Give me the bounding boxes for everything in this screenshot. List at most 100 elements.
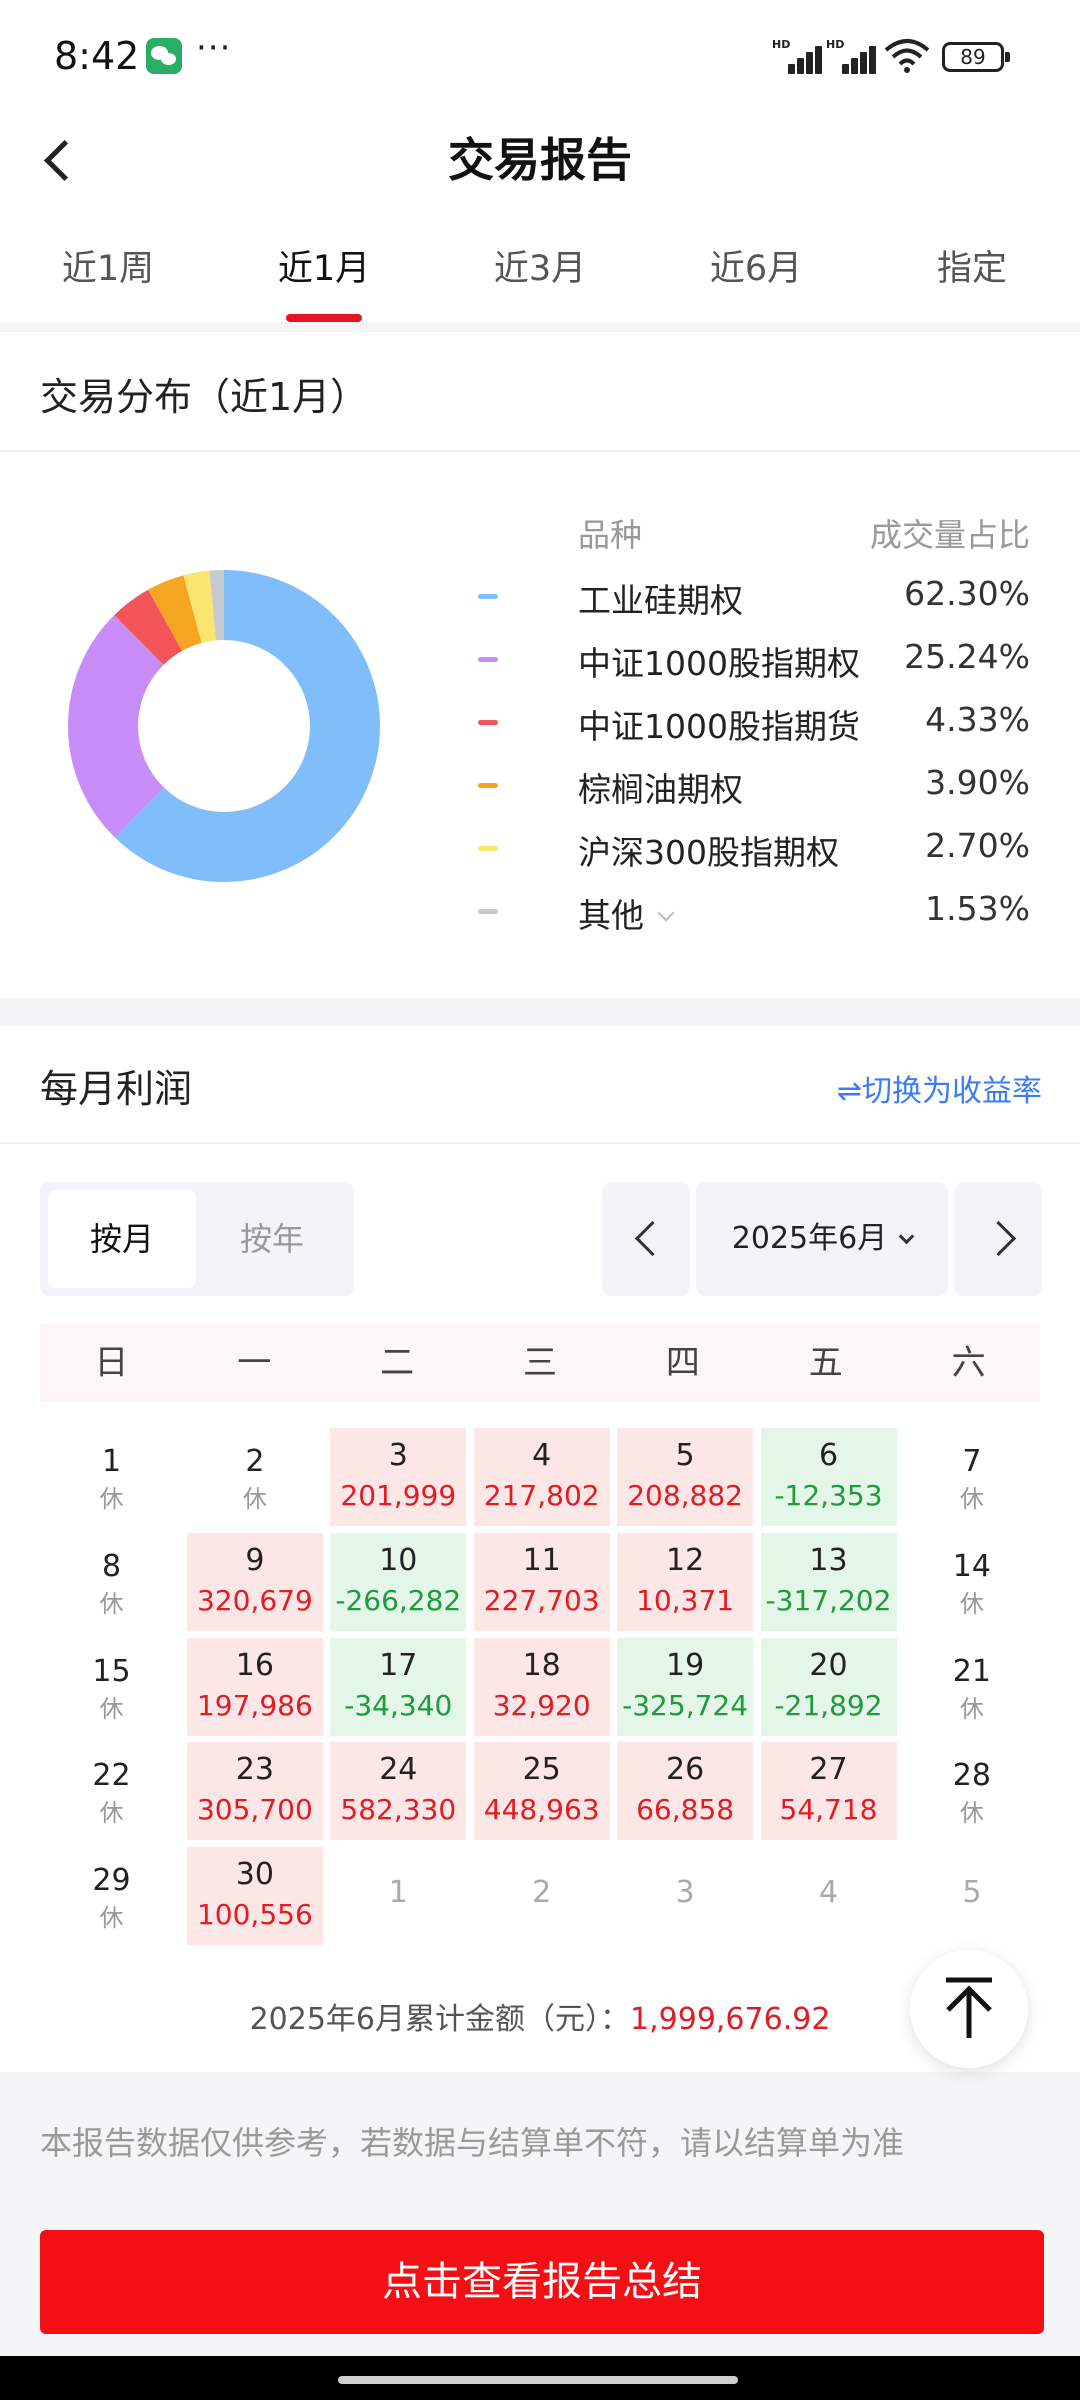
day-number: 20 bbox=[809, 1647, 848, 1683]
rest-day-label: 休 bbox=[959, 1694, 984, 1723]
donut-slice-5 bbox=[68, 570, 380, 882]
day-number: 19 bbox=[666, 1647, 705, 1683]
calendar-day[interactable]: 12 10,371 bbox=[617, 1532, 754, 1631]
calendar-day[interactable]: 3 201,999 bbox=[330, 1428, 467, 1526]
period-segment-control: 按月 按年 bbox=[40, 1182, 354, 1296]
calendar-day[interactable]: 23 305,700 bbox=[186, 1742, 323, 1841]
calendar-day[interactable]: 17 -34,340 bbox=[330, 1637, 467, 1736]
calendar-day[interactable]: 22 休 bbox=[44, 1742, 180, 1840]
previous-month-button[interactable] bbox=[602, 1182, 690, 1296]
tab-2[interactable]: 近3月 bbox=[493, 249, 587, 289]
legend-swatch bbox=[478, 657, 498, 662]
next-month-button[interactable] bbox=[954, 1182, 1042, 1296]
rest-day-label: 休 bbox=[99, 1589, 124, 1618]
calendar-day[interactable]: 30 100,556 bbox=[186, 1847, 323, 1946]
calendar-day[interactable]: 10 -266,282 bbox=[330, 1532, 467, 1631]
calendar-day[interactable]: 15 休 bbox=[44, 1638, 180, 1736]
day-number: 8 bbox=[101, 1548, 122, 1584]
segment-by-month[interactable]: 按月 bbox=[48, 1190, 196, 1288]
calendar-day[interactable]: 9 320,679 bbox=[186, 1532, 323, 1631]
rest-day-label: 休 bbox=[959, 1485, 984, 1513]
calendar-day[interactable]: 29 休 bbox=[44, 1847, 180, 1945]
legend-name-text: 棕榈油期权 bbox=[578, 770, 743, 809]
day-number: 17 bbox=[379, 1647, 418, 1683]
day-number: 1 bbox=[101, 1444, 122, 1479]
tab-0[interactable]: 近1周 bbox=[61, 249, 155, 289]
calendar-day[interactable]: 14 休 bbox=[904, 1533, 1040, 1631]
calendar-day[interactable]: 18 32,920 bbox=[473, 1637, 610, 1736]
calendar-day[interactable]: 11 227,703 bbox=[473, 1532, 610, 1631]
calendar-day[interactable]: 27 54,718 bbox=[760, 1742, 897, 1841]
day-number: 15 bbox=[92, 1653, 131, 1689]
tab-3[interactable]: 近6月 bbox=[709, 249, 803, 289]
segment-by-year[interactable]: 按年 bbox=[239, 1220, 304, 1258]
month-label: 2025年6月 bbox=[731, 1221, 888, 1256]
legend-swatch bbox=[478, 594, 498, 599]
signal-icon: HD bbox=[772, 38, 822, 74]
month-selector[interactable]: 2025年6月 bbox=[696, 1182, 948, 1296]
legend-row: 工业硅期权 62.30% bbox=[470, 574, 1030, 637]
day-number: 27 bbox=[809, 1752, 848, 1788]
legend-header: 品种 成交量占比 bbox=[470, 510, 1030, 574]
legend-row: 中证1000股指期货 4.33% bbox=[470, 700, 1030, 763]
total-amount: 1,999,676.92 bbox=[630, 2002, 831, 2037]
day-number: 4 bbox=[532, 1438, 552, 1473]
legend-row: 中证1000股指期权 25.24% bbox=[470, 637, 1030, 700]
day-profit: -325,724 bbox=[622, 1688, 749, 1722]
day-profit: -34,340 bbox=[344, 1688, 453, 1722]
day-number: 4 bbox=[818, 1875, 839, 1911]
weekday-label: 六 bbox=[951, 1343, 986, 1383]
switch-to-return-rate-link[interactable]: ⇌切换为收益率 bbox=[836, 1074, 1042, 1109]
calendar-day[interactable]: 24 582,330 bbox=[330, 1742, 467, 1841]
day-number: 12 bbox=[666, 1542, 705, 1578]
home-gesture-handle[interactable] bbox=[338, 2376, 738, 2384]
monthly-total: 2025年6月累计金额（元）：1,999,676.92 bbox=[0, 1994, 1080, 2038]
legend-row: 棕榈油期权 3.90% bbox=[470, 763, 1030, 826]
calendar-day[interactable]: 19 -325,724 bbox=[617, 1637, 754, 1736]
legend-name-text: 中证1000股指期货 bbox=[578, 707, 860, 746]
calendar-day[interactable]: 5 208,882 bbox=[617, 1428, 754, 1526]
legend-row[interactable]: 其他 1.53% bbox=[470, 889, 1030, 952]
calendar-day[interactable]: 21 休 bbox=[904, 1638, 1040, 1736]
distribution-legend: 品种 成交量占比 工业硅期权 62.30% 中证1000股指期权 25.24% 中证10… bbox=[470, 510, 1030, 952]
period-tabs: 近1周 近1月 近3月 近6月 指定 bbox=[0, 210, 1080, 322]
calendar-day[interactable]: 28 休 bbox=[904, 1742, 1040, 1840]
tab-1[interactable]: 近1月 bbox=[216, 210, 432, 322]
day-profit: 54,718 bbox=[779, 1793, 878, 1827]
back-to-top-button[interactable] bbox=[910, 1950, 1028, 2068]
calendar-day[interactable]: 26 66,858 bbox=[617, 1742, 754, 1841]
calendar-day[interactable]: 6 -12,353 bbox=[760, 1428, 897, 1526]
legend-swatch bbox=[478, 909, 498, 914]
legend-name-text: 中证1000股指期权 bbox=[578, 644, 860, 683]
day-profit: -317,202 bbox=[765, 1583, 892, 1617]
calendar-day: 1 bbox=[330, 1847, 466, 1945]
day-profit: -21,892 bbox=[774, 1688, 883, 1722]
calendar-day[interactable]: 20 -21,892 bbox=[760, 1637, 897, 1736]
day-profit: 320,679 bbox=[196, 1583, 313, 1617]
legend-row: 沪深300股指期权 2.70% bbox=[470, 826, 1030, 889]
calendar-day[interactable]: 25 448,963 bbox=[473, 1742, 610, 1841]
signal-icon: HD bbox=[826, 38, 876, 74]
calendar-day: 3 bbox=[617, 1847, 753, 1945]
divider bbox=[0, 450, 1080, 452]
calendar-day[interactable]: 13 -317,202 bbox=[760, 1532, 897, 1631]
calendar-day[interactable]: 4 217,802 bbox=[473, 1428, 610, 1526]
legend-name: 棕榈油期权 bbox=[578, 763, 743, 811]
app-header: 交易报告 bbox=[0, 110, 1080, 210]
calendar-day: 5 bbox=[904, 1847, 1040, 1945]
day-number: 23 bbox=[235, 1752, 274, 1788]
tab-4[interactable]: 指定 bbox=[936, 249, 1007, 289]
view-report-summary-button[interactable]: 点击查看报告总结 bbox=[40, 2230, 1044, 2334]
calendar-day[interactable]: 16 197,986 bbox=[186, 1637, 323, 1736]
weekday-label: 二 bbox=[380, 1343, 415, 1383]
legend-name-text: 沪深300股指期权 bbox=[578, 833, 839, 872]
day-number: 5 bbox=[675, 1438, 695, 1473]
day-profit: 197,986 bbox=[196, 1688, 313, 1722]
rest-day-label: 休 bbox=[99, 1799, 124, 1828]
day-number: 11 bbox=[522, 1542, 561, 1578]
